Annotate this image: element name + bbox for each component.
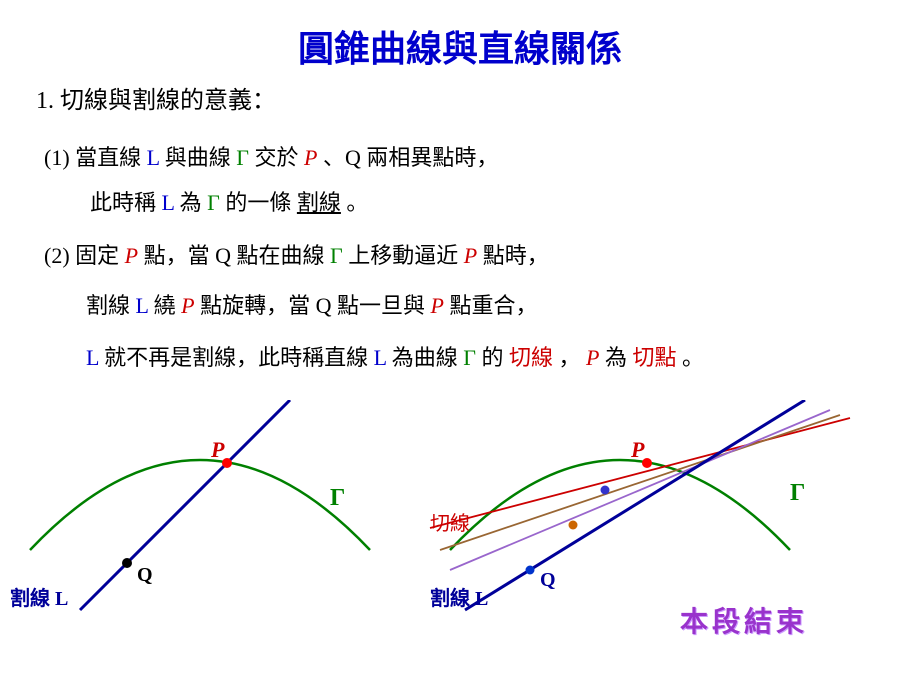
- sym-P: P: [125, 243, 138, 268]
- sym-L: L: [147, 145, 160, 170]
- sym-L: L: [374, 345, 387, 370]
- t: 。: [682, 345, 704, 370]
- t: (2) 固定: [44, 243, 125, 268]
- svg-text:Γ: Γ: [790, 480, 805, 506]
- sym-P: P: [586, 345, 599, 370]
- svg-text:P: P: [210, 437, 225, 462]
- sym-gamma: Γ: [236, 145, 249, 170]
- svg-text:P: P: [630, 437, 645, 462]
- svg-text:割線 L: 割線 L: [430, 586, 488, 610]
- section-heading: 1. 切線與割線的意義：: [36, 80, 276, 115]
- t: 割線: [86, 293, 136, 318]
- svg-text:割線 L: 割線 L: [10, 586, 68, 610]
- text-line-5: L 就不再是割線，此時稱直線 L 為曲線 Γ 的 切線 ， P 為 切點 。: [86, 340, 704, 372]
- text-line-3: (2) 固定 P 點，當 Q 點在曲線 Γ 上移動逼近 P 點時，: [44, 238, 549, 270]
- sym-L: L: [86, 345, 99, 370]
- text-line-4: 割線 L 繞 P 點旋轉，當 Q 點一旦與 P 點重合，: [86, 288, 537, 320]
- t: 此時稱: [90, 190, 162, 215]
- t: ，: [559, 345, 587, 370]
- sym-gamma: Γ: [330, 243, 343, 268]
- t: 為: [605, 345, 627, 370]
- t: 上移動逼近: [348, 243, 464, 268]
- t: 、Q 兩相異點時，: [323, 145, 498, 170]
- t: 為: [180, 190, 208, 215]
- text-line-2: 此時稱 L 為 Γ 的一條 割線 。: [90, 185, 368, 217]
- sym-P: P: [181, 293, 194, 318]
- t: 點，當 Q 點在曲線: [144, 243, 330, 268]
- t: 。: [346, 190, 368, 215]
- svg-text:Q: Q: [137, 564, 153, 586]
- t: 就不再是割線，此時稱直線: [104, 345, 374, 370]
- text-line-1: (1) 當直線 L 與曲線 Γ 交於 P 、Q 兩相異點時，: [44, 140, 498, 172]
- page: 圓錐曲線與直線關係 1. 切線與割線的意義： (1) 當直線 L 與曲線 Γ 交…: [0, 0, 920, 690]
- svg-text:切線: 切線: [430, 512, 470, 535]
- term-tangent: 切線: [509, 345, 553, 370]
- t: 繞: [154, 293, 182, 318]
- svg-text:Q: Q: [540, 569, 556, 591]
- sym-P: P: [464, 243, 477, 268]
- sym-L: L: [136, 293, 149, 318]
- diagram-secant: P Q Γ 割線 L: [0, 400, 400, 640]
- t: 點旋轉，當 Q 點一旦與: [200, 293, 430, 318]
- sym-gamma: Γ: [463, 345, 476, 370]
- page-title: 圓錐曲線與直線關係: [0, 20, 920, 72]
- sym-gamma: Γ: [207, 190, 220, 215]
- term-secant: 割線: [297, 190, 341, 215]
- svg-text:Γ: Γ: [330, 485, 345, 511]
- term-contact: 切點: [633, 345, 677, 370]
- t: (1) 當直線: [44, 145, 147, 170]
- sym-P: P: [304, 145, 317, 170]
- t: 與曲線: [165, 145, 237, 170]
- t: 點時，: [483, 243, 549, 268]
- t: 交於: [255, 145, 305, 170]
- t: 點重合，: [449, 293, 537, 318]
- t: 的一條: [225, 190, 291, 215]
- t: 的: [482, 345, 504, 370]
- sym-L: L: [162, 190, 175, 215]
- sym-P: P: [431, 293, 444, 318]
- t: 為曲線: [392, 345, 464, 370]
- section-end-label: 本段結束: [680, 600, 808, 640]
